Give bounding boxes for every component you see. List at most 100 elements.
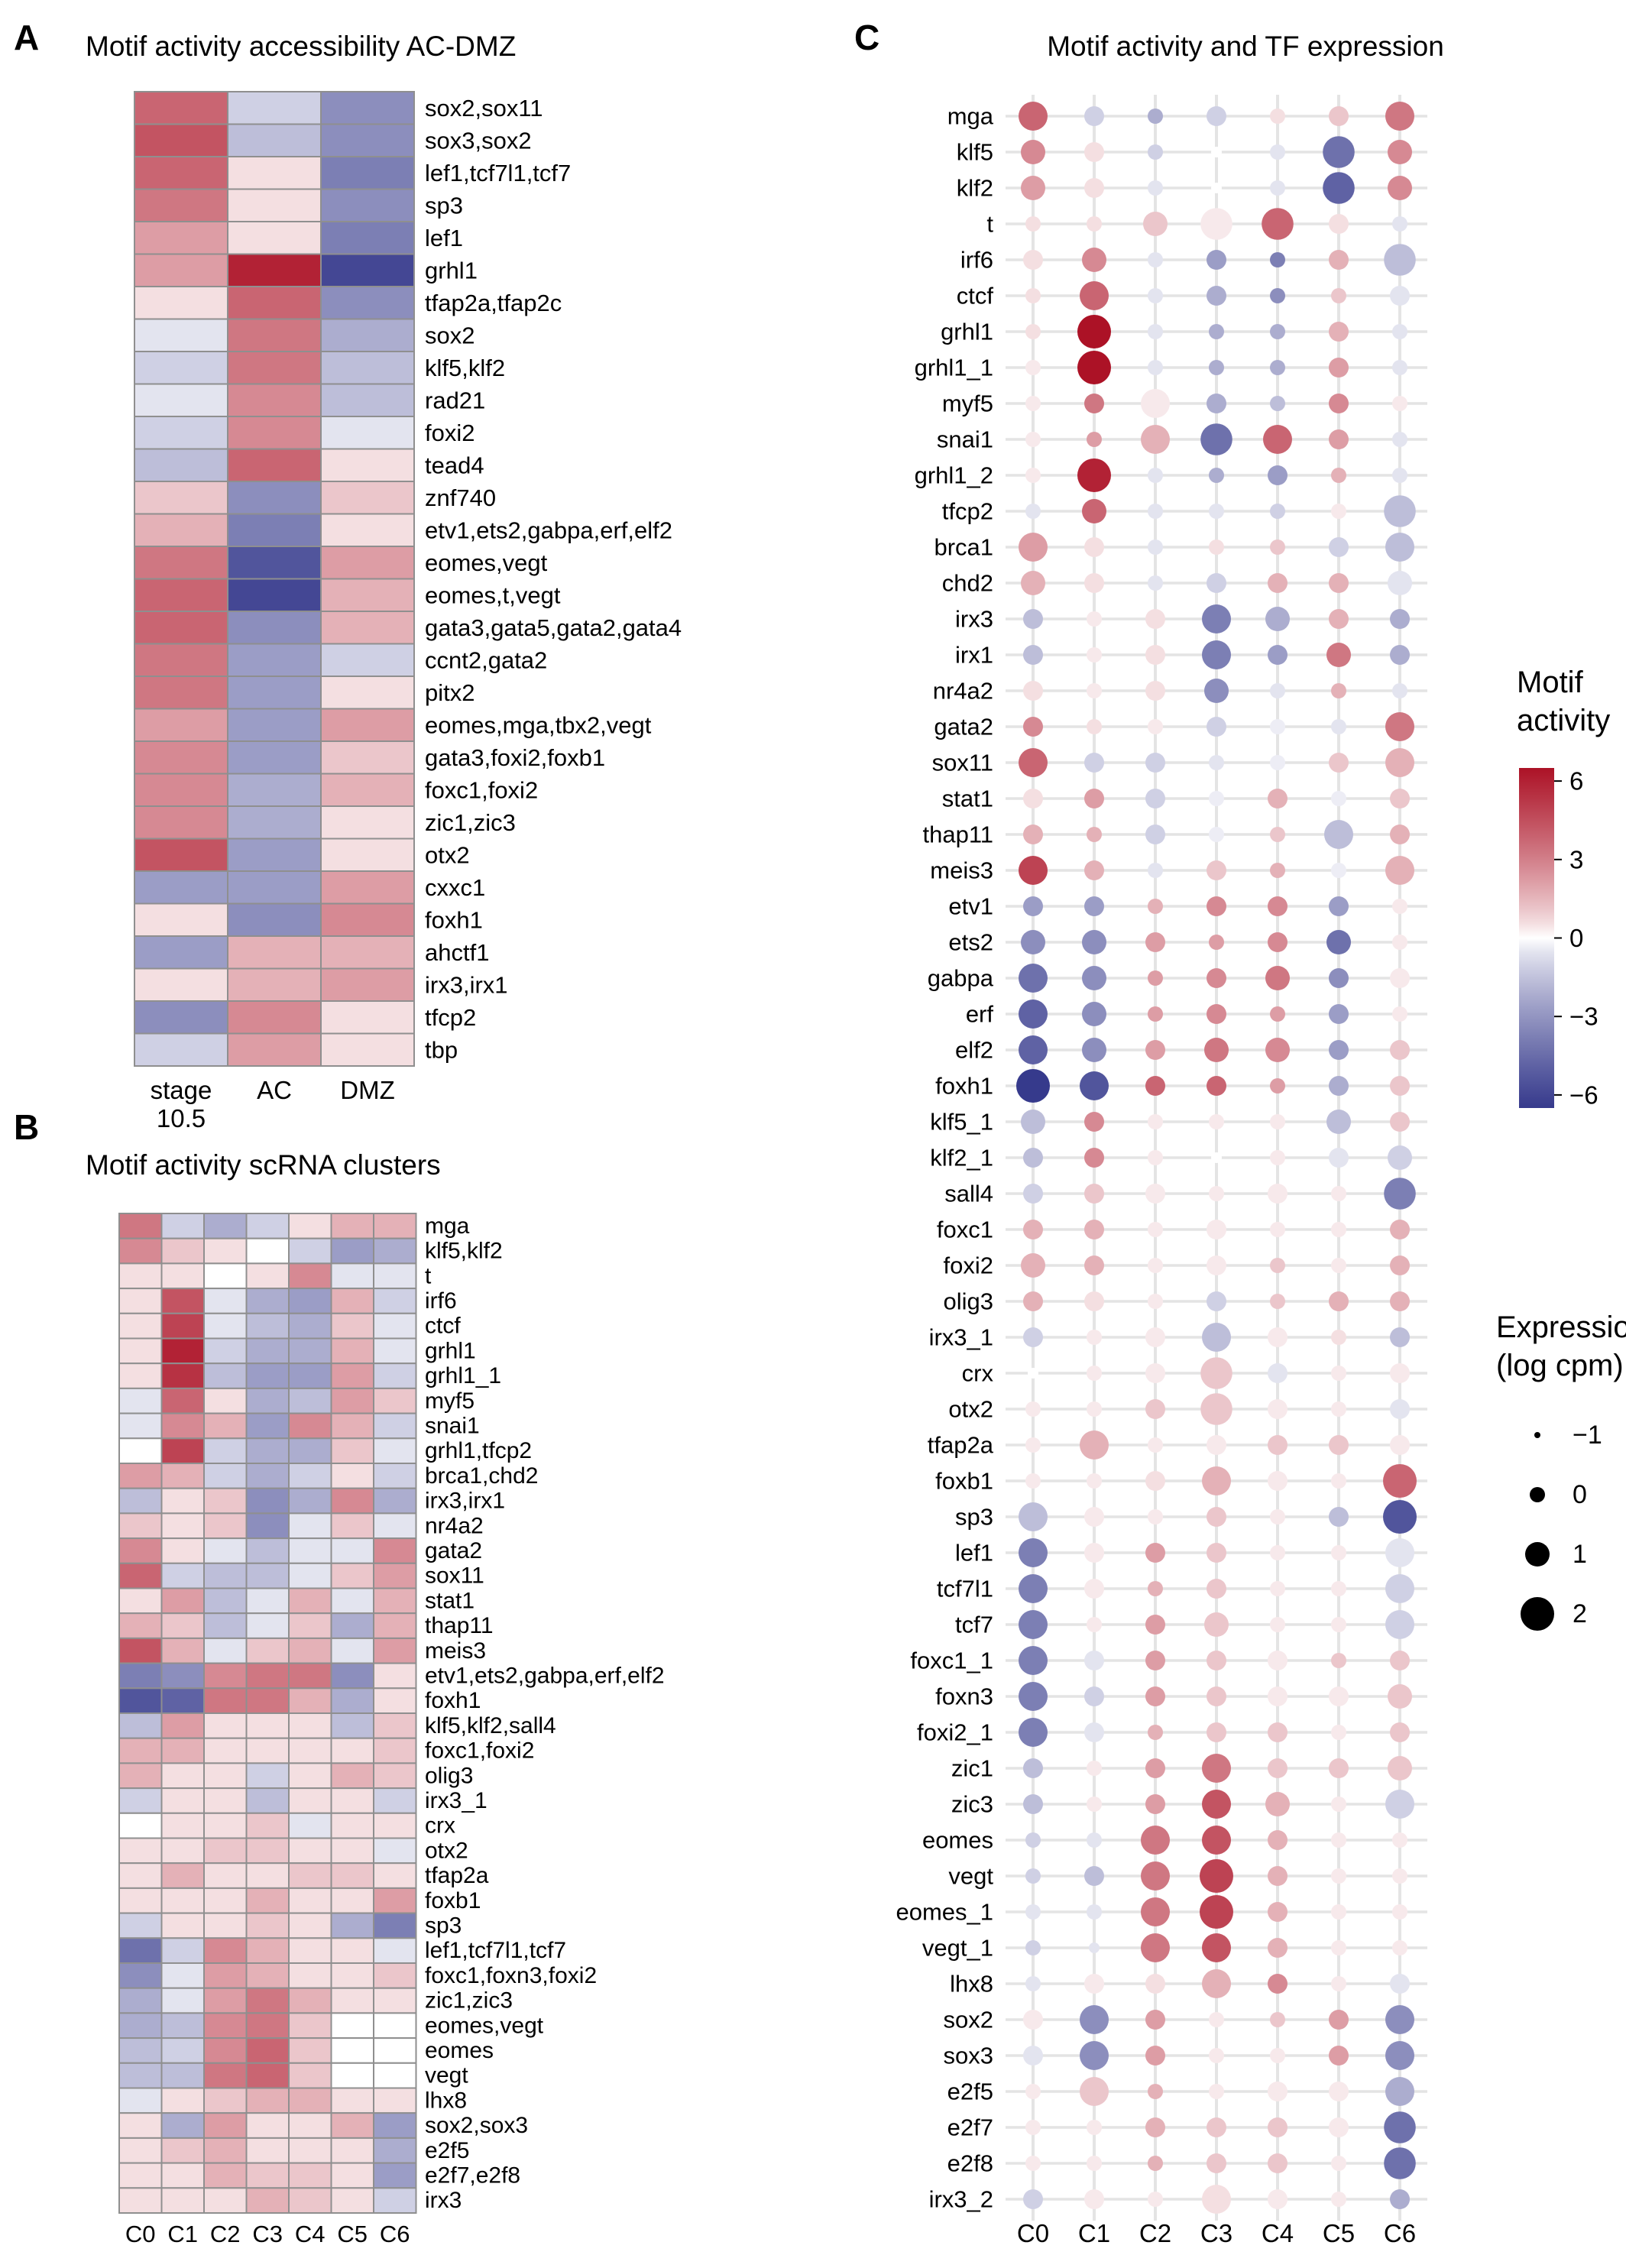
heatmap-column-label: C6 (380, 2221, 410, 2247)
dot (1392, 899, 1407, 914)
heatmap-row-label: gata2 (425, 1538, 482, 1563)
heatmap-cell (288, 1612, 332, 1639)
heatmap-row-label: zic1,zic3 (425, 809, 516, 836)
dot (1200, 1393, 1232, 1425)
heatmap-cell (160, 1237, 205, 1265)
dotplot-row-label: irx3_1 (929, 1324, 993, 1351)
dot (1388, 1145, 1412, 1170)
dot (1082, 966, 1106, 990)
heatmap-row-label: irx3,irx1 (425, 971, 508, 998)
heatmap-cell (118, 1887, 163, 1914)
heatmap-cell (160, 1437, 205, 1465)
dot (1390, 825, 1410, 844)
heatmap-row-label: klf5,klf2,sall4 (425, 1713, 556, 1738)
dot (1141, 389, 1170, 418)
dotplot-column-label: C2 (1139, 2219, 1171, 2247)
heatmap-cell (203, 1537, 248, 1564)
dotplot-column-label: C3 (1200, 2219, 1232, 2247)
heatmap-cell (245, 1662, 290, 1690)
heatmap-cell (245, 1812, 290, 1839)
heatmap-cell (227, 188, 322, 222)
dot (1207, 896, 1226, 916)
heatmap-cell (203, 1887, 248, 1914)
dot (1384, 244, 1416, 276)
heatmap-cell (245, 1637, 290, 1664)
dot (1329, 1435, 1349, 1455)
dot (1025, 1868, 1041, 1884)
heatmap-cell (245, 2162, 290, 2189)
dot (1392, 1940, 1407, 1955)
heatmap-row-label: e2f7,e2f8 (425, 2163, 520, 2188)
heatmap-cell (373, 2187, 417, 2215)
heatmap-cell (203, 1487, 248, 1515)
size-legend-label: −1 (1573, 1421, 1602, 1450)
heatmap-cell (288, 1662, 332, 1690)
dot (1207, 1256, 1226, 1275)
heatmap-column-label: C0 (125, 2221, 156, 2247)
dot (1145, 1686, 1165, 1706)
heatmap-cell (160, 1213, 205, 1239)
dot (1390, 1256, 1410, 1275)
dot (1025, 2156, 1041, 2171)
dot (1209, 791, 1224, 806)
heatmap-cell (288, 1812, 332, 1839)
heatmap-cell (118, 1213, 163, 1239)
dot (1209, 2012, 1224, 2027)
dot (1204, 1612, 1229, 1637)
dot (1084, 1722, 1104, 1742)
heatmap-cell (288, 1987, 332, 2014)
dot (1270, 288, 1285, 303)
dot (1202, 1754, 1231, 1783)
dot (1207, 2153, 1226, 2173)
dot (1329, 573, 1349, 593)
dot (1392, 360, 1407, 375)
dot (1202, 1969, 1231, 1998)
dot (1329, 1291, 1349, 1311)
heatmap-cell (118, 1587, 163, 1615)
dot (1331, 2156, 1346, 2171)
heatmap-cell (160, 1862, 205, 1889)
dot (1392, 396, 1407, 411)
dot (1209, 539, 1224, 555)
dot (1268, 1830, 1288, 1850)
heatmap-cell (134, 708, 228, 742)
dot (1268, 465, 1288, 485)
dot (1023, 789, 1043, 808)
heatmap-cell (134, 935, 228, 970)
dotplot-row-label: meis3 (930, 857, 993, 884)
dot (1390, 789, 1410, 808)
dot (1023, 1220, 1043, 1239)
heatmap-cell (373, 1237, 417, 1265)
dot (1390, 968, 1410, 988)
dot (1148, 1222, 1163, 1237)
heatmap-row-label: irx3 (425, 2188, 462, 2213)
heatmap-cell (160, 2187, 205, 2215)
heatmap-row-label: mga (425, 1213, 470, 1239)
heatmap-cell (134, 286, 228, 320)
heatmap-cell (160, 2012, 205, 2040)
dot (1207, 968, 1226, 988)
dot (1331, 1904, 1346, 1920)
dot (1265, 966, 1290, 990)
heatmap-row-label: e2f5 (425, 2138, 469, 2163)
dot (1329, 896, 1349, 916)
dotplot-row-label: foxi2_1 (917, 1719, 993, 1746)
heatmap-cell (245, 1712, 290, 1739)
dot (1023, 1758, 1043, 1778)
dot (1331, 288, 1346, 303)
dot (1329, 2046, 1349, 2066)
heatmap-cell (288, 1387, 332, 1414)
heatmap-row-label: tfap2a (425, 1863, 489, 1888)
heatmap-cell (118, 1662, 163, 1690)
heatmap-cell (203, 1687, 248, 1715)
dot (1268, 2117, 1288, 2137)
dot (1025, 504, 1041, 519)
dot (1025, 1473, 1041, 1489)
heatmap-row-label: sox2 (425, 322, 475, 348)
heatmap-cell (320, 1032, 415, 1067)
dot (1087, 1797, 1102, 1812)
dotplot-row-label: klf5 (957, 139, 993, 166)
heatmap-cell (203, 2062, 248, 2089)
dot (1268, 2153, 1288, 2173)
